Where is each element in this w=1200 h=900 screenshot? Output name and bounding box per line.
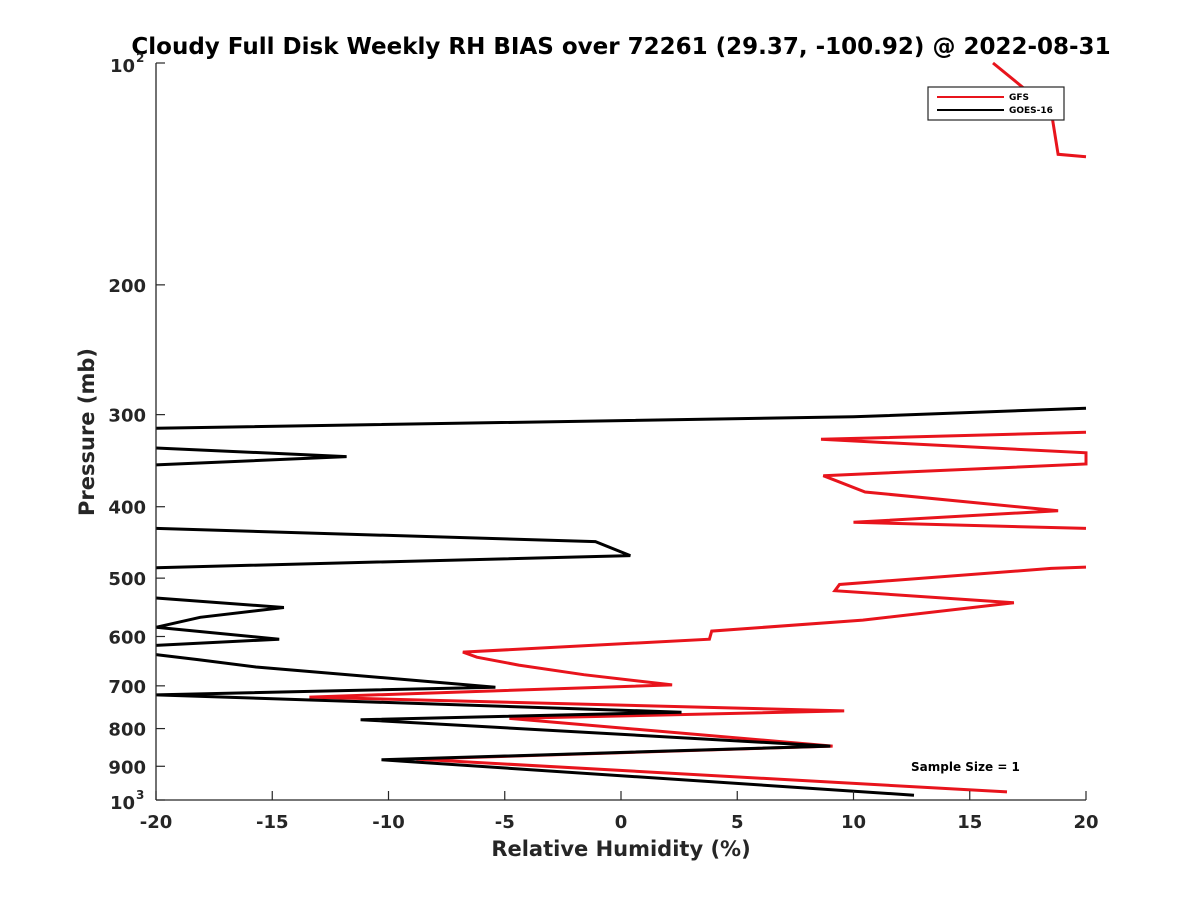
legend-label-gfs: GFS: [1009, 93, 1029, 103]
y-tick-label: 600: [108, 627, 146, 648]
y-tick-label: 500: [108, 569, 146, 590]
y-tick-exponent: 2: [136, 51, 144, 65]
legend-label-goes16: GOES-16: [1009, 106, 1053, 116]
x-tick-label: -20: [140, 812, 173, 833]
x-ticks: -20 -15 -10 -5 0 5 10 15 20: [140, 791, 1099, 833]
series-line-goes16-segment-3: [155, 526, 631, 570]
x-tick-label: -15: [256, 812, 289, 833]
legend-box: [927, 86, 1065, 121]
legend: GFS GOES-16: [927, 86, 1065, 121]
series-line-goes16-segment-2: [155, 596, 285, 647]
y-tick-label: 10: [110, 56, 135, 77]
series-line-goes16-segment-1: [155, 653, 915, 797]
series-layer: [155, 61, 1088, 797]
y-tick-label: 800: [108, 720, 146, 741]
plot-area: [155, 61, 1088, 801]
y-axis-label: Pressure (mb): [75, 348, 99, 516]
x-tick-label: 15: [957, 812, 982, 833]
y-tick-label: 300: [108, 406, 146, 427]
x-axis-label: Relative Humidity (%): [491, 837, 750, 861]
plot-background: [156, 63, 1086, 800]
chart-title: Cloudy Full Disk Weekly RH BIAS over 722…: [131, 34, 1110, 60]
x-tick-label: 0: [615, 812, 628, 833]
x-tick-label: 10: [841, 812, 866, 833]
x-tick-label: -5: [495, 812, 515, 833]
y-tick-label: 700: [108, 677, 146, 698]
y-tick-label: 400: [108, 498, 146, 519]
series-line-goes16-segment-5: [155, 406, 1087, 430]
x-tick-label: -10: [372, 812, 405, 833]
series-line-gfs-segment-2: [820, 430, 1088, 530]
series-line-gfs-segment-1: [309, 565, 1087, 794]
x-tick-label: 5: [731, 812, 744, 833]
sample-size-annotation: Sample Size = 1: [911, 760, 1020, 774]
x-tick-label: 20: [1073, 812, 1098, 833]
y-tick-label: 200: [108, 276, 146, 297]
series-line-goes16-segment-4: [155, 446, 347, 467]
y-tick-label: 900: [108, 757, 146, 778]
y-tick-label: 10: [110, 793, 135, 814]
y-tick-exponent: 3: [136, 788, 144, 802]
